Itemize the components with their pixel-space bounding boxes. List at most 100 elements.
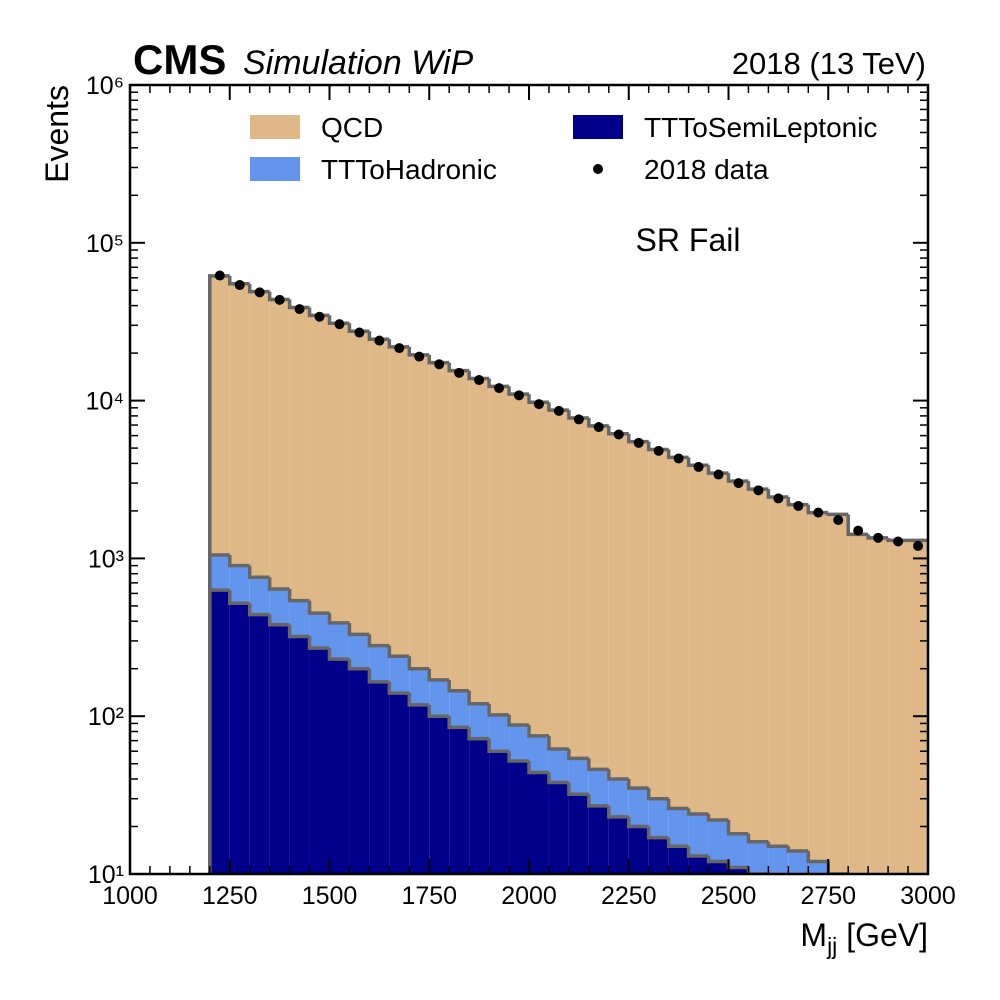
subtitle: Simulation WiP <box>243 44 474 82</box>
x-tick-label: 3000 <box>900 882 956 910</box>
data-point <box>753 485 764 496</box>
hist-bar <box>868 537 889 874</box>
hist-bar <box>568 794 589 874</box>
hist-outline <box>806 850 829 864</box>
hist-bar <box>708 819 729 862</box>
hist-bar <box>908 540 928 874</box>
data-point <box>793 500 804 511</box>
hist-bar <box>529 735 549 773</box>
data-point <box>613 429 624 440</box>
data-point <box>274 294 285 305</box>
hist-outline <box>706 856 729 864</box>
hist-outline <box>547 735 569 751</box>
data-point <box>653 445 664 456</box>
hist-outline <box>287 624 310 639</box>
hist-bar <box>329 323 350 623</box>
hist-outline <box>766 841 789 848</box>
hist-bar <box>548 782 569 874</box>
hist-outline <box>367 634 390 648</box>
hist-bar <box>588 425 609 770</box>
hist-bar <box>808 861 829 874</box>
hist-bar <box>708 861 729 874</box>
hist-bar <box>748 489 769 842</box>
hist-bar <box>788 850 809 874</box>
hist-outline <box>327 613 350 625</box>
hist-outline <box>786 846 809 853</box>
hist-bar <box>209 275 230 556</box>
hist-bar <box>668 457 689 809</box>
hist-outline <box>686 808 709 816</box>
data-point <box>813 507 824 518</box>
hist-bar <box>229 603 250 874</box>
hist-bar <box>608 778 629 817</box>
data-point <box>234 280 245 291</box>
hist-bar <box>449 690 470 728</box>
data-point <box>713 469 724 480</box>
hist-bar <box>429 362 450 680</box>
data-point <box>893 536 904 547</box>
data-point <box>494 383 505 394</box>
x-label-unit: [GeV] <box>837 917 928 953</box>
hist-bar <box>369 339 390 646</box>
data-point <box>913 540 924 551</box>
lumi-label: 2018 (13 TeV) <box>732 46 926 81</box>
data-point <box>354 327 365 338</box>
x-label-sub: jj <box>826 933 837 959</box>
hist-bar <box>329 622 350 660</box>
hist-bar <box>289 636 310 874</box>
hist-bar <box>249 291 270 578</box>
hist-outline <box>247 603 270 617</box>
hist-bar <box>469 703 490 739</box>
hist-outline <box>547 772 569 785</box>
hist-bar <box>688 856 709 874</box>
y-axis-label: Events <box>39 85 75 183</box>
hist-bar <box>728 867 749 874</box>
hist-outline <box>347 659 370 671</box>
hist-bar <box>688 814 709 857</box>
x-label-main: M <box>800 917 827 953</box>
hist-bar <box>489 386 510 715</box>
hist-bar <box>449 727 470 874</box>
hist-bar <box>249 614 270 874</box>
hist-outline <box>387 645 410 658</box>
x-tick-label: 1000 <box>102 882 158 910</box>
hist-bar <box>229 283 250 566</box>
hist-bar <box>828 514 849 874</box>
hist-bar <box>329 659 350 874</box>
data-point <box>334 319 345 330</box>
hist-bar <box>788 504 809 851</box>
hist-bar <box>768 846 789 874</box>
hist-bar <box>289 307 310 601</box>
hist-bar <box>628 441 649 789</box>
hist-outline <box>607 769 629 781</box>
y-tick-label: 10⁶ <box>86 72 124 100</box>
hist-outline <box>247 565 270 579</box>
x-tick-label: 2500 <box>701 882 757 910</box>
y-tick-label: 10⁴ <box>85 388 124 416</box>
hist-bar <box>529 402 549 736</box>
data-point <box>873 532 884 543</box>
legend-label: TTToSemiLeptonic <box>644 112 877 143</box>
data-point <box>454 367 465 378</box>
hist-outline <box>228 555 250 568</box>
hist-bar <box>588 805 609 874</box>
hist-bar <box>269 588 290 625</box>
hist-bar <box>608 433 629 779</box>
legend-marker <box>593 164 603 174</box>
hist-outline <box>686 846 709 858</box>
hist-outline <box>666 837 689 848</box>
legend: QCD TTToHadronic TTToSemiLeptonic 2018 data <box>250 112 877 185</box>
hist-outline <box>627 778 649 790</box>
hist-outline <box>567 748 589 761</box>
hist-bar <box>548 410 569 749</box>
hist-bar <box>349 331 370 635</box>
hist-outline <box>407 656 430 671</box>
hist-bar <box>349 634 370 669</box>
hist-bar <box>648 449 669 799</box>
hist-bar <box>708 473 729 820</box>
hist-bar <box>728 833 749 868</box>
hist-bar <box>389 693 410 874</box>
data-point <box>294 304 305 315</box>
hist-bar <box>469 738 490 874</box>
